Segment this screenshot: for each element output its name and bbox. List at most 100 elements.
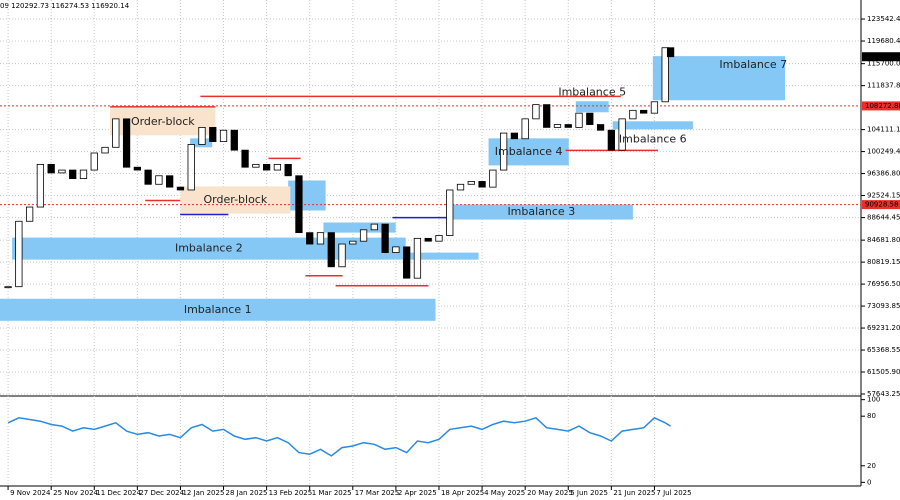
- y-tick-label: 80: [867, 412, 876, 420]
- zone-label: Imbalance 7: [719, 58, 787, 71]
- header-quote: 09 120292.73 116274.53 116920.14: [0, 2, 130, 10]
- candle-body: [15, 220, 23, 288]
- y-tick-label: 92524.15: [867, 192, 900, 200]
- zone-label: Imbalance 5: [558, 85, 626, 98]
- zone: [323, 222, 396, 233]
- x-tick-label: 7 Jul 2025: [656, 489, 691, 497]
- last-price-label: 116920.14: [865, 53, 900, 61]
- x-tick-label: 21 Jun 2025: [613, 489, 655, 497]
- candle-body: [112, 118, 120, 148]
- candle-body: [144, 169, 152, 185]
- zone: [449, 204, 633, 220]
- candle-body: [618, 118, 626, 151]
- candle-body: [424, 237, 432, 242]
- candle-body: [90, 152, 98, 171]
- candle-body: [219, 129, 228, 143]
- zone-label: Imbalance 4: [495, 145, 563, 158]
- x-tick-label: 9 Nov 2024: [10, 489, 51, 497]
- x-tick-label: 18 Apr 2025: [441, 489, 484, 497]
- zone-label: Imbalance 3: [507, 205, 575, 218]
- candle-body: [187, 144, 195, 191]
- x-tick-label: 27 Dec 2024: [139, 489, 184, 497]
- candle-body: [262, 163, 271, 171]
- candle-body: [338, 243, 346, 268]
- candle-body: [359, 229, 368, 242]
- candle-body: [36, 163, 45, 208]
- candle-body: [4, 286, 12, 289]
- y-tick-label: 20: [867, 462, 876, 470]
- zone-label: Imbalance 1: [184, 303, 252, 316]
- candle-body: [349, 240, 357, 245]
- y-tick-label: 76956.50: [867, 280, 900, 288]
- y-tick-label: 65368.55: [867, 346, 900, 354]
- candle-body: [575, 112, 583, 128]
- y-tick-label: 123542.40: [867, 15, 900, 23]
- candle-body: [47, 163, 55, 174]
- x-tick-label: 17 Mar 2025: [355, 489, 399, 497]
- candle-body: [521, 118, 529, 140]
- candle-body: [543, 104, 551, 128]
- candle-body: [607, 129, 615, 151]
- candle-body: [640, 109, 648, 114]
- y-tick-label: 57643.25: [867, 390, 900, 398]
- y-tick-label: 104111.10: [867, 126, 900, 134]
- y-tick-label: 96386.80: [867, 170, 900, 178]
- candle-body: [553, 124, 562, 128]
- zone-label: Order-block: [204, 193, 268, 206]
- x-tick-label: 12 Jan 2025: [182, 489, 224, 497]
- y-tick-label: 100: [867, 396, 880, 404]
- y-tick-label: 69231.20: [867, 324, 900, 332]
- candle-body: [316, 232, 325, 245]
- y-tick-label: 88644.45: [867, 214, 900, 222]
- y-tick-label: 61505.90: [867, 368, 900, 376]
- x-tick-label: 20 May 2025: [527, 489, 573, 497]
- candle-body: [209, 126, 217, 143]
- zone: [288, 180, 326, 211]
- zone: [405, 252, 479, 260]
- zone: [575, 101, 609, 113]
- candle-body: [252, 163, 260, 168]
- candle-body: [392, 246, 400, 253]
- candle-body: [133, 166, 141, 171]
- candle-body: [230, 129, 238, 151]
- y-tick-label: 84681.80: [867, 236, 900, 244]
- candle-body: [25, 206, 34, 222]
- x-tick-label: 1 Mar 2025: [312, 489, 352, 497]
- candle-body: [273, 163, 282, 171]
- y-tick-label: 100249.45: [867, 148, 900, 156]
- price-level-label: 108272.88: [865, 102, 900, 110]
- candle-body: [532, 104, 540, 120]
- candle-body: [661, 47, 669, 103]
- candle-body: [155, 175, 163, 185]
- candle-body: [176, 186, 185, 191]
- x-tick-label: 4 May 2025: [484, 489, 525, 497]
- candle-body: [596, 124, 605, 131]
- candle-body: [666, 47, 675, 58]
- candle-body: [489, 169, 497, 188]
- candle-body: [198, 126, 206, 145]
- candle-body: [403, 246, 411, 279]
- candle-body: [327, 232, 335, 268]
- candle-body: [456, 183, 465, 191]
- candle-body: [69, 169, 77, 179]
- candle-body: [101, 146, 109, 154]
- candle-body: [510, 132, 519, 140]
- candle-body: [381, 223, 389, 253]
- x-tick-label: 13 Feb 2025: [269, 489, 313, 497]
- price-level-label: 90928.58: [865, 201, 898, 209]
- candle-body: [306, 232, 314, 245]
- x-tick-label: 11 Dec 2024: [96, 489, 141, 497]
- zone: [180, 186, 291, 214]
- y-tick-label: 115700.05: [867, 60, 900, 68]
- indicator-line: [7, 416, 671, 457]
- candle-body: [370, 223, 378, 231]
- candle-body: [586, 112, 594, 125]
- zone: [612, 121, 693, 130]
- price-level-box: [862, 101, 900, 111]
- last-price-box: [862, 52, 900, 62]
- candle-body: [650, 101, 659, 114]
- zone-label: Imbalance 6: [619, 132, 687, 145]
- candle-body: [284, 163, 292, 177]
- y-tick-label: 0: [867, 478, 871, 486]
- y-tick-label: 73093.85: [867, 302, 900, 310]
